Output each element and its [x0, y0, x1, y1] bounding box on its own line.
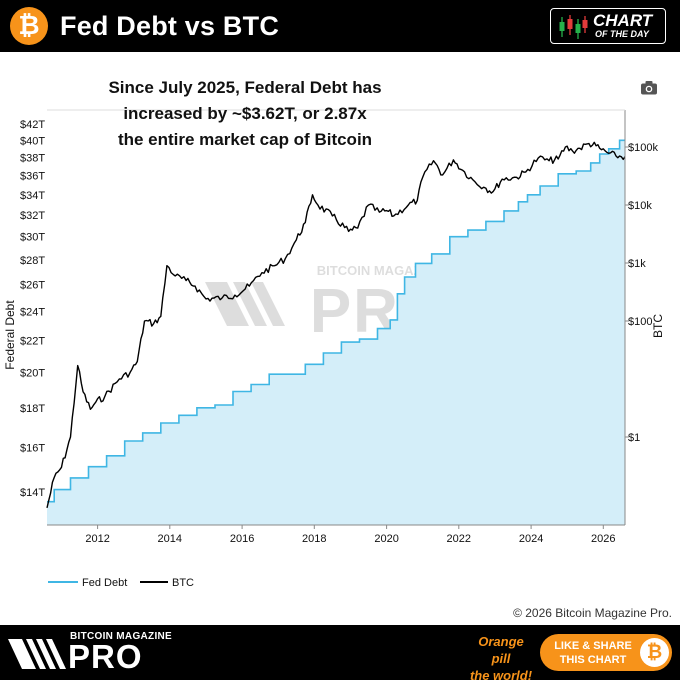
- left-tick-label: $36T: [20, 171, 45, 183]
- bottom-bar: BITCOIN MAGAZINE PRO Orange pill the wor…: [0, 625, 680, 683]
- share-line1: LIKE & SHARE: [554, 640, 632, 652]
- legend: Fed Debt BTC: [48, 577, 194, 589]
- brand-small: BITCOIN MAGAZINE: [70, 631, 173, 642]
- left-tick-label: $16T: [20, 442, 45, 454]
- legend-fed-label[interactable]: Fed Debt: [82, 577, 127, 589]
- candlestick-icon: [559, 15, 588, 39]
- left-tick-label: $18T: [20, 403, 45, 415]
- left-tick-label: $22T: [20, 336, 45, 348]
- left-tick-label: $40T: [20, 135, 45, 147]
- bitcoin-magazine-logo-icon: [8, 639, 66, 669]
- left-tick-label: $32T: [20, 210, 45, 222]
- copyright: © 2026 Bitcoin Magazine Pro.: [513, 606, 672, 620]
- left-tick-label: $14T: [20, 487, 45, 499]
- left-axis-label: Federal Debt: [3, 300, 17, 370]
- headline-line1: Since July 2025, Federal Debt has: [108, 78, 382, 97]
- left-tick-label: $42T: [20, 119, 45, 131]
- x-tick-label: 2016: [230, 533, 254, 545]
- btc-line: [46, 141, 626, 509]
- legend-btc-label[interactable]: BTC: [172, 577, 194, 589]
- left-tick-label: $20T: [20, 368, 45, 380]
- fed-debt-line: [47, 139, 625, 503]
- watermark-line1: BITCOIN MAGAZINE: [317, 263, 444, 278]
- fed-debt-area: [47, 140, 625, 526]
- top-bar: ₿ Fed Debt vs BTC CHART OF THE DAY: [0, 0, 680, 52]
- left-tick-label: $28T: [20, 255, 45, 267]
- x-tick-label: 2012: [85, 533, 109, 545]
- chart-of-the-day-badge: CHART OF THE DAY: [550, 8, 666, 44]
- right-tick-label: $1k: [628, 258, 646, 270]
- x-tick-label: 2022: [447, 533, 471, 545]
- right-axis-ticks: $1 $100 $1k $10k $100k: [625, 142, 658, 444]
- x-tick-label: 2024: [519, 533, 543, 545]
- badge-line2: OF THE DAY: [595, 29, 649, 39]
- x-tick-label: 2020: [374, 533, 398, 545]
- headline-line2: increased by ~$3.62T, or 2.87x: [123, 104, 367, 123]
- brand-big: PRO: [68, 638, 143, 675]
- right-tick-label: $1: [628, 432, 640, 444]
- tagline-line2: the world!: [469, 668, 533, 683]
- x-tick-label: 2018: [302, 533, 326, 545]
- x-axis-ticks: 2012 2014 2016 2018 2020 2022 2024 2026: [85, 525, 616, 545]
- left-tick-label: $26T: [20, 280, 45, 292]
- bitcoin-icon: ₿: [640, 638, 669, 667]
- share-label: LIKE & SHARE THIS CHART: [550, 639, 636, 667]
- right-tick-label: $100: [628, 316, 652, 328]
- left-tick-label: $34T: [20, 190, 45, 202]
- headline: Since July 2025, Federal Debt has increa…: [70, 75, 420, 153]
- share-line2: THIS CHART: [559, 654, 627, 666]
- chart: BITCOIN MAGAZINE PRO $14T$16T$18T$20T$22…: [3, 109, 665, 589]
- like-share-button[interactable]: LIKE & SHARE THIS CHART ₿: [540, 634, 672, 671]
- x-tick-label: 2026: [591, 533, 615, 545]
- tagline: Orange pill the world!: [468, 633, 534, 684]
- page-title: Fed Debt vs BTC: [60, 11, 280, 41]
- camera-icon[interactable]: [640, 80, 658, 101]
- bitcoin-icon: ₿: [10, 7, 48, 45]
- right-tick-label: $10k: [628, 200, 652, 212]
- right-axis-label: BTC: [651, 314, 665, 338]
- headline-line3: the entire market cap of Bitcoin: [117, 130, 373, 149]
- left-tick-label: $24T: [20, 307, 45, 319]
- right-tick-label: $100k: [628, 142, 658, 154]
- left-tick-label: $30T: [20, 232, 45, 244]
- left-tick-label: $38T: [20, 153, 45, 165]
- left-axis-ticks: $14T $16T $18T $20T $22T $24T $26T $28T $30T $32T…: [20, 119, 45, 499]
- tagline-line1: Orange pill: [478, 634, 524, 666]
- badge-line1: CHART: [593, 11, 653, 30]
- x-tick-label: 2014: [158, 533, 182, 545]
